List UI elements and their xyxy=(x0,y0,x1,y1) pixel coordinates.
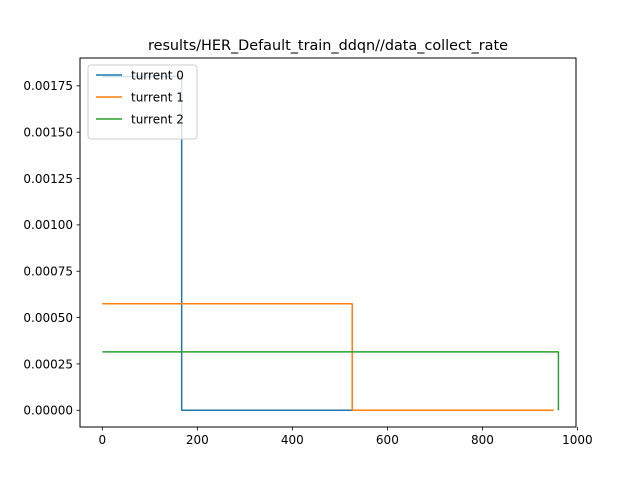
legend-label-0: turrent 0 xyxy=(131,68,184,82)
series-line-1 xyxy=(102,302,554,412)
y-tick-label-3: 0.00075 xyxy=(23,265,73,279)
y-tick-label-6: 0.00150 xyxy=(23,125,73,139)
y-tick-label-0: 0.00000 xyxy=(23,404,73,418)
x-tick-label-2: 400 xyxy=(281,433,304,447)
x-tick-label-3: 600 xyxy=(376,433,399,447)
legend: turrent 0 turrent 1 turrent 2 xyxy=(87,64,198,140)
y-tick-label-1: 0.00025 xyxy=(23,357,73,371)
x-tick-label-4: 800 xyxy=(471,433,494,447)
y-tick-label-5: 0.00125 xyxy=(23,172,73,186)
series-line-2 xyxy=(102,351,560,411)
chart-title: results/HER_Default_train_ddqn//data_col… xyxy=(148,38,508,54)
x-tick-label-1: 200 xyxy=(186,433,209,447)
legend-box xyxy=(87,64,198,140)
legend-label-1: turrent 1 xyxy=(131,90,184,104)
x-tick-label-5: 1000 xyxy=(562,433,593,447)
legend-label-2: turrent 2 xyxy=(131,112,184,126)
y-tick-label-7: 0.00175 xyxy=(23,79,73,93)
x-tick-label-0: 0 xyxy=(99,433,107,447)
y-tick-label-2: 0.00050 xyxy=(23,311,73,325)
plot-area-frame xyxy=(79,57,577,428)
y-tick-label-4: 0.00100 xyxy=(23,218,73,232)
y-axis: 0.00000 0.00025 0.00050 0.00075 0.00100 0.001… xyxy=(23,79,80,418)
x-axis: 0 200 400 600 800 1000 xyxy=(99,427,593,447)
